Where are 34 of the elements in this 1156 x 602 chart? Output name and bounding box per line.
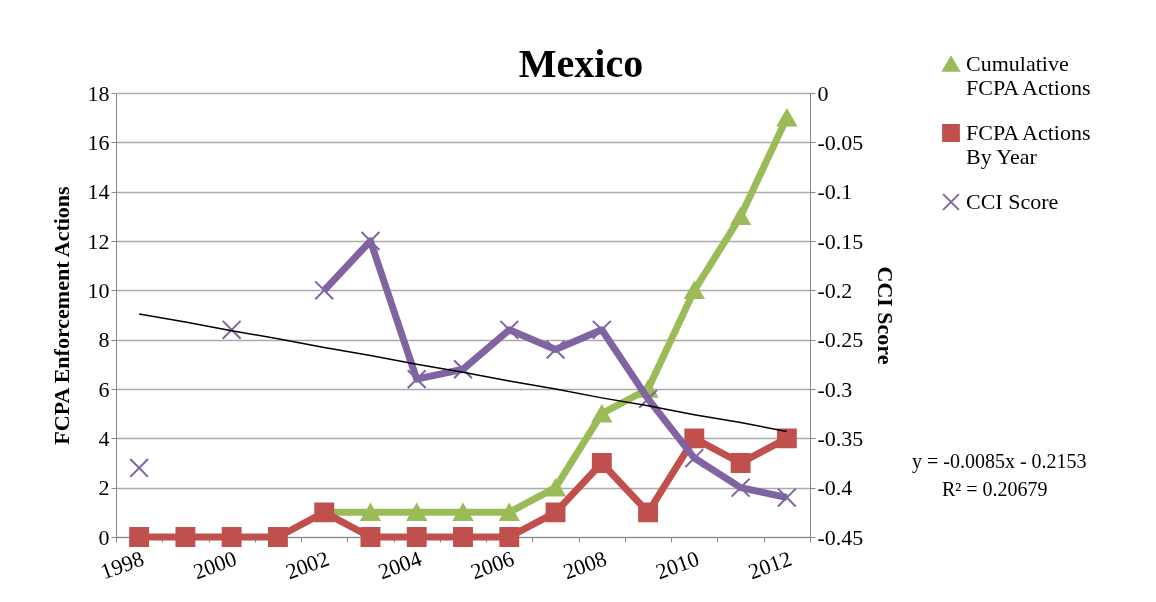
- x-tick-label: 2012: [744, 545, 795, 585]
- y2-tick-label: -0.3: [817, 376, 853, 402]
- legend-label: CCI Score: [966, 189, 1059, 214]
- chart-title: Mexico: [518, 41, 644, 86]
- y2-tick-label: -0.1: [817, 179, 853, 205]
- y-tick-label: 6: [98, 376, 110, 402]
- x-tick-label: 2004: [374, 545, 425, 585]
- legend-label: Cumulative FCPA Actions: [966, 51, 1091, 100]
- y-tick-label: 8: [98, 327, 110, 353]
- legend-label: FCPA Actions By Year: [966, 120, 1091, 169]
- y-tick-label: 14: [87, 179, 110, 205]
- y-tick-label: 16: [87, 129, 110, 155]
- y2-axis-title: CCI Score: [873, 266, 899, 365]
- text: R² = 0.20679: [942, 478, 1048, 500]
- text: y = -0.0085x - 0.2153: [912, 450, 1087, 473]
- y2-tick-label: -0.45: [817, 524, 864, 550]
- y2-tick-label: -0.4: [817, 475, 853, 501]
- y-tick-label: 4: [98, 425, 110, 451]
- x-tick-label: 2008: [559, 545, 610, 585]
- y-tick-label: 10: [87, 277, 110, 303]
- y-tick-label: 18: [87, 80, 110, 106]
- y2-tick-label: -0.2: [817, 277, 853, 303]
- y2-tick-label: -0.35: [817, 425, 864, 451]
- y-tick-label: 2: [98, 475, 110, 501]
- y2-tick-label: -0.05: [817, 129, 864, 155]
- y-axis-title: FCPA Enforcement Actions: [48, 185, 74, 445]
- x-tick-label: 2006: [467, 545, 518, 585]
- y2-tick-label: 0: [817, 80, 829, 106]
- x-tick-label: 2002: [282, 545, 333, 585]
- y2-tick-label: -0.15: [817, 228, 864, 254]
- y2-tick-label: -0.25: [817, 327, 864, 353]
- x-tick-label: 2010: [652, 545, 703, 585]
- y-tick-label: 12: [87, 228, 110, 254]
- x-tick-label: 2000: [189, 545, 240, 585]
